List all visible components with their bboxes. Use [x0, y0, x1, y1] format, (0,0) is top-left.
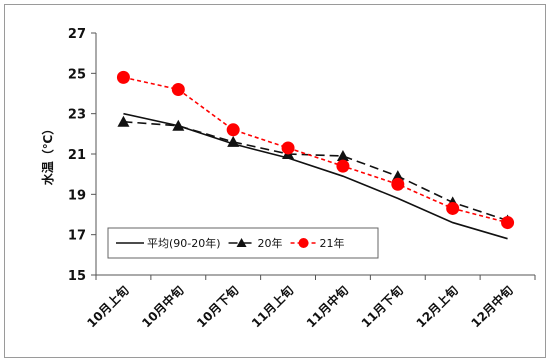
x-tick-label: 12月中旬 — [468, 283, 516, 331]
y-tick-label: 17 — [68, 229, 86, 244]
y-tick-label: 15 — [68, 269, 86, 284]
data-point-circle — [171, 82, 185, 96]
x-tick-label: 11月上旬 — [248, 283, 296, 331]
x-tick-label: 10月中旬 — [139, 283, 187, 331]
x-tick-label: 10月上旬 — [84, 283, 132, 331]
data-point-triangle — [172, 119, 185, 131]
data-point-circle — [391, 177, 405, 191]
data-point-triangle — [117, 115, 130, 127]
series-line-3 — [123, 76, 508, 224]
data-point-circle — [336, 159, 350, 173]
legend: 平均(90-20年) 20年 21年 — [107, 227, 379, 259]
legend-marker-triangle — [236, 238, 247, 247]
y-axis-label: 水温（℃） — [40, 123, 55, 186]
data-point-triangle — [227, 135, 240, 147]
y-tick-labels: 15 17 19 21 23 25 27 — [68, 27, 86, 284]
series-line-2 — [123, 120, 508, 222]
x-tick-label: 12月上旬 — [413, 283, 461, 331]
y-tick-label: 21 — [68, 148, 86, 163]
legend-marker-circle — [298, 238, 309, 248]
series-line-1 — [123, 112, 508, 240]
data-point-circle — [281, 141, 295, 155]
y-tick-label: 27 — [68, 27, 86, 42]
legend-label: 21年 — [320, 236, 345, 250]
y-tick-label: 23 — [68, 108, 86, 123]
x-tick-label: 10月下旬 — [193, 283, 241, 331]
data-point-triangle — [391, 170, 404, 182]
x-tick-label: 11月下旬 — [358, 283, 406, 331]
axes — [91, 32, 536, 280]
data-point-circle — [501, 216, 515, 230]
y-tick-label: 25 — [68, 67, 86, 82]
series-group — [116, 70, 515, 240]
chart-frame — [4, 4, 546, 358]
x-tick-labels: 10月上旬 10月中旬 10月下旬 11月上旬 11月中旬 11月下旬 12月上旬 12月中旬 — [84, 283, 516, 331]
data-point-triangle — [336, 150, 349, 162]
y-tick-label: 19 — [68, 188, 86, 203]
data-point-circle — [226, 123, 240, 137]
x-tick-label: 11月中旬 — [303, 283, 351, 331]
data-point-circle — [116, 70, 130, 84]
legend-label: 平均(90-20年) — [147, 236, 221, 250]
legend-label: 20年 — [258, 236, 283, 250]
data-point-circle — [446, 201, 460, 215]
